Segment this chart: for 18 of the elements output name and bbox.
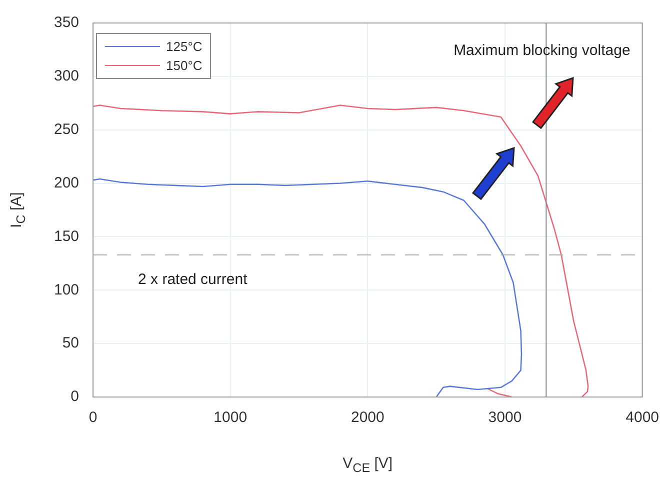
x-tick-label: 1000	[214, 409, 248, 426]
y-tick-label: 350	[54, 14, 80, 32]
x-tick-label: 3000	[488, 409, 522, 426]
y-tick-label: 100	[54, 281, 80, 298]
x-tick-label: 2000	[350, 409, 384, 426]
y-tick-label: 200	[54, 174, 80, 192]
ref-line-label: Maximum blocking voltage	[454, 42, 630, 60]
y-tick-label: 250	[54, 121, 80, 138]
legend-label: 125°C	[166, 39, 202, 54]
legend-label: 150°C	[166, 58, 202, 73]
ref-line-label: 2 x rated current	[138, 271, 248, 288]
y-tick-label: 0	[70, 388, 80, 406]
y-tick-label: 300	[54, 68, 80, 85]
x-axis-title: V$_{CE}$ [V]	[342, 455, 393, 475]
x-tick-label: 0	[88, 409, 98, 426]
y-tick-label: 150	[54, 228, 80, 245]
x-tick-label: 4000	[626, 409, 660, 426]
y-tick-label: 50	[62, 334, 80, 352]
